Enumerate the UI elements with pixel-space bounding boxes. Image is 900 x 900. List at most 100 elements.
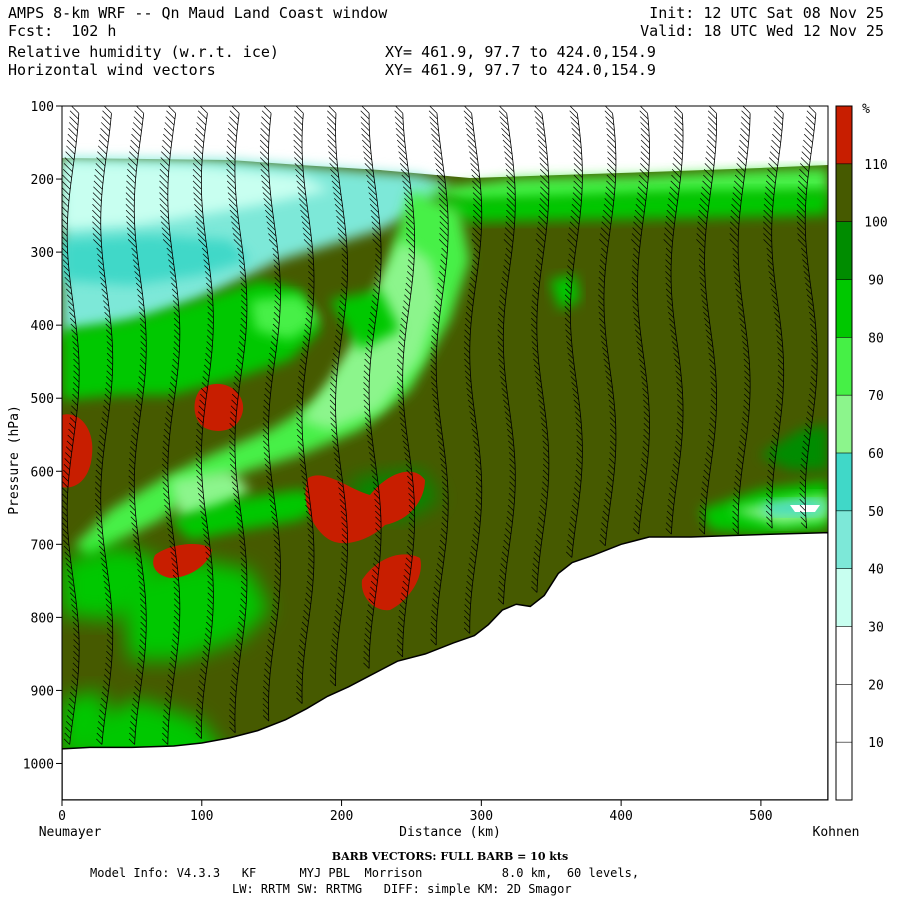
barb-feather xyxy=(499,300,506,307)
barb-feather xyxy=(264,458,271,465)
barb-feather xyxy=(263,399,270,406)
barb-staff xyxy=(677,347,679,353)
barb-staff xyxy=(311,311,313,318)
barb-staff xyxy=(176,288,179,295)
barb-staff xyxy=(779,323,782,330)
barb-feather xyxy=(769,151,779,161)
barb-feather xyxy=(734,282,741,289)
barb-staff xyxy=(337,440,339,447)
barb-feather xyxy=(98,139,108,149)
barb-feather xyxy=(532,347,539,354)
barb-staff xyxy=(709,469,711,476)
barb-feather xyxy=(705,452,713,459)
barb-feather xyxy=(767,475,774,482)
barb-staff xyxy=(239,376,242,383)
barb-feather xyxy=(803,139,813,149)
barb-feather xyxy=(299,364,306,371)
barb-staff xyxy=(69,463,71,470)
barb-feather xyxy=(268,358,275,365)
barb-feather xyxy=(335,610,342,617)
barb-staff xyxy=(137,534,139,540)
barb-staff xyxy=(441,154,443,161)
barb-feather xyxy=(106,639,113,646)
barb-feather xyxy=(394,110,404,120)
barb-feather xyxy=(801,452,808,459)
barb-feather xyxy=(304,598,312,605)
barb-feather xyxy=(498,352,505,360)
barb-staff xyxy=(775,171,778,178)
barb-feather xyxy=(665,215,675,225)
barb-feather xyxy=(206,288,213,295)
barb-feather xyxy=(235,370,242,377)
barb-feather xyxy=(230,686,237,693)
barb-feather xyxy=(159,209,169,219)
barb-staff xyxy=(610,218,613,225)
barb-feather xyxy=(408,516,415,523)
barb-feather xyxy=(374,510,382,517)
barb-feather xyxy=(633,317,640,324)
barb-feather xyxy=(361,139,371,149)
barb-feather xyxy=(665,528,672,535)
rh-green-speck xyxy=(550,275,580,310)
barb-feather xyxy=(201,522,208,529)
barb-feather xyxy=(164,504,171,511)
barb-staff xyxy=(109,311,111,318)
barb-staff xyxy=(605,341,608,348)
barb-staff xyxy=(211,347,213,353)
y-tick-label-700: 700 xyxy=(31,538,54,553)
barb-feather xyxy=(239,271,246,278)
barb-staff xyxy=(504,574,507,581)
barb-staff xyxy=(136,253,139,260)
barb-feather xyxy=(140,352,147,360)
barb-feather xyxy=(507,510,514,517)
barb-feather xyxy=(126,180,136,190)
barb-staff xyxy=(445,189,447,196)
barb-feather xyxy=(105,323,112,330)
barb-feather xyxy=(172,352,180,360)
barb-feather xyxy=(241,300,248,307)
barb-feather xyxy=(401,312,408,319)
barb-staff xyxy=(713,358,716,365)
rh-dry-upper xyxy=(62,106,828,178)
barb-staff xyxy=(572,265,575,272)
barb-feather xyxy=(299,458,306,465)
barb-feather xyxy=(64,458,71,465)
barb-staff xyxy=(140,680,143,687)
barb-staff xyxy=(639,235,642,242)
barb-staff xyxy=(706,212,709,219)
barb-staff xyxy=(712,446,714,453)
barb-staff xyxy=(73,709,75,716)
barb-feather xyxy=(238,259,245,266)
barb-feather xyxy=(297,662,304,669)
barb-staff xyxy=(410,563,412,570)
barb-feather xyxy=(399,163,409,172)
barb-staff xyxy=(135,440,138,447)
barb-feather xyxy=(665,276,672,284)
barb-feather xyxy=(140,610,147,617)
barb-feather xyxy=(72,662,79,669)
barb-staff xyxy=(138,545,141,552)
barb-feather xyxy=(438,198,448,208)
barb-staff xyxy=(244,341,246,348)
barb-staff xyxy=(740,200,742,207)
barb-feather xyxy=(207,300,214,307)
barb-feather xyxy=(331,364,338,371)
barb-staff xyxy=(74,697,77,704)
barb-staff xyxy=(445,259,448,266)
barb-feather xyxy=(132,122,142,132)
barb-feather xyxy=(129,726,136,734)
barb-feather xyxy=(501,387,508,395)
barb-staff xyxy=(403,411,406,418)
barb-feather xyxy=(139,370,146,377)
barb-feather xyxy=(333,621,340,628)
barb-feather xyxy=(735,469,742,476)
barb-staff xyxy=(238,382,241,389)
barb-feather xyxy=(531,586,538,593)
barb-staff xyxy=(172,124,175,131)
barb-feather xyxy=(70,323,77,330)
barb-staff xyxy=(204,510,207,517)
barb-staff xyxy=(236,200,238,207)
barb-feather xyxy=(398,405,405,412)
barb-feather xyxy=(505,168,515,178)
barb-staff xyxy=(239,230,242,237)
